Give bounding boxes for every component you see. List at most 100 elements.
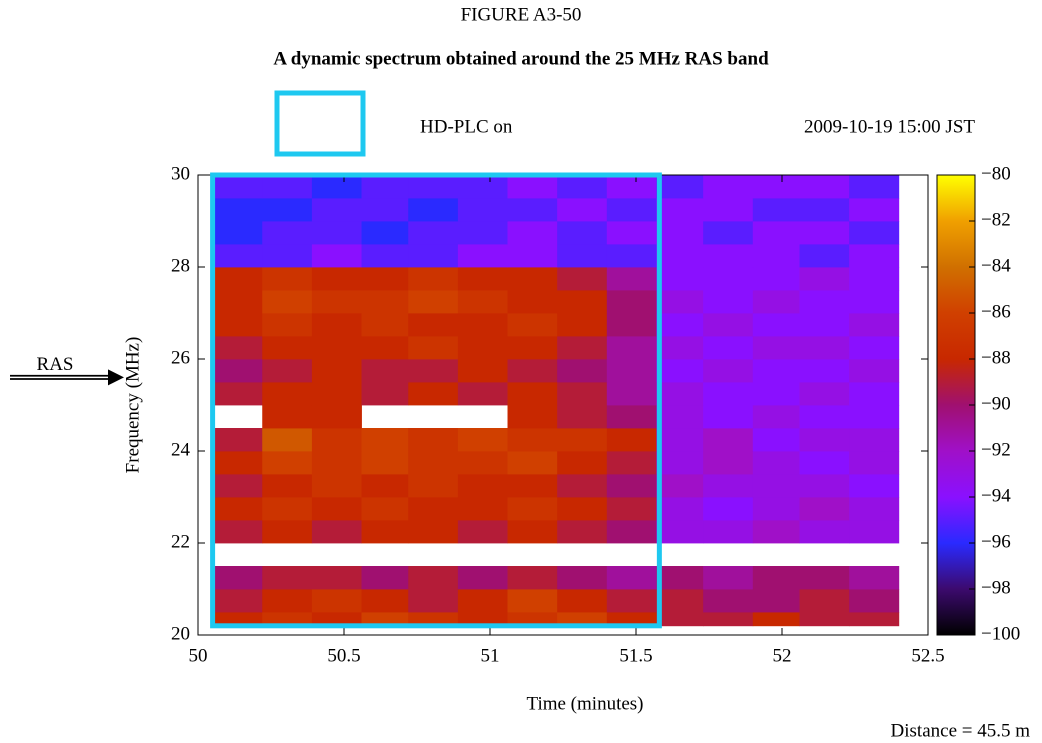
- heatmap-cell: [703, 313, 754, 337]
- heatmap-cell: [799, 382, 850, 406]
- heatmap-cell: [311, 290, 362, 314]
- heatmap-cell: [703, 290, 754, 314]
- heatmap-cell: [752, 566, 800, 590]
- figure-label: FIGURE A3-50: [461, 4, 582, 25]
- heatmap-cell: [507, 244, 558, 268]
- heatmap-cell: [557, 520, 608, 544]
- heatmap-cell: [849, 474, 900, 498]
- heatmap-cell: [656, 175, 704, 199]
- heatmap-cell: [212, 428, 263, 452]
- heatmap-cell: [849, 566, 900, 590]
- heatmap-cell: [507, 221, 558, 245]
- heatmap-cell: [799, 336, 850, 360]
- heatmap-cell: [606, 612, 657, 627]
- heatmap-cell: [457, 428, 508, 452]
- heatmap-cell: [507, 589, 558, 613]
- annotation-arrowhead: [108, 369, 124, 386]
- heatmap-cell: [557, 175, 608, 199]
- heatmap-cell: [752, 267, 800, 291]
- heatmap-cell: [311, 497, 362, 521]
- heatmap-cell: [849, 428, 900, 452]
- heatmap-cell: [457, 175, 508, 199]
- heatmap-cell: [361, 198, 409, 222]
- heatmap-cell: [606, 405, 657, 429]
- heatmap-cell: [262, 382, 313, 406]
- heatmap-cell: [361, 612, 409, 627]
- heatmap-cell: [799, 451, 850, 475]
- heatmap-cell: [361, 313, 409, 337]
- heatmap-cell: [752, 244, 800, 268]
- y-tick-label: 30: [171, 163, 190, 184]
- heatmap-cell: [849, 497, 900, 521]
- heatmap-cell: [656, 589, 704, 613]
- x-tick-label: 52: [773, 645, 792, 666]
- heatmap-cell: [507, 313, 558, 337]
- heatmap-cell: [361, 428, 409, 452]
- heatmap-cell: [212, 497, 263, 521]
- heatmap-cell: [311, 175, 362, 199]
- heatmap-cell: [361, 244, 409, 268]
- heatmap-cell: [262, 589, 313, 613]
- heatmap-cell: [557, 267, 608, 291]
- heatmap-cell: [752, 290, 800, 314]
- heatmap-cell: [656, 336, 704, 360]
- heatmap-cell: [212, 290, 263, 314]
- y-tick-label: 28: [171, 255, 190, 276]
- heatmap-cell: [507, 497, 558, 521]
- heatmap-cell: [361, 175, 409, 199]
- heatmap-cell: [606, 474, 657, 498]
- heatmap-cell: [262, 175, 313, 199]
- x-axis-label: Time (minutes): [527, 693, 644, 714]
- heatmap-cell: [311, 267, 362, 291]
- heatmap-cell: [262, 244, 313, 268]
- heatmap-cell: [703, 428, 754, 452]
- heatmap-cell: [311, 520, 362, 544]
- heatmap-cell: [799, 520, 850, 544]
- heatmap-cell: [703, 497, 754, 521]
- heatmap-cell: [262, 336, 313, 360]
- heatmap-cell: [557, 290, 608, 314]
- heatmap-cell: [507, 405, 558, 429]
- heatmap-cell: [507, 474, 558, 498]
- heatmap-cell: [703, 520, 754, 544]
- y-tick-label: 22: [171, 531, 190, 552]
- colorbar-tick-label: −88: [981, 347, 1011, 368]
- heatmap-cell: [212, 244, 263, 268]
- highlight-box: [210, 172, 662, 629]
- heatmap-cell: [606, 267, 657, 291]
- heatmap-cell: [703, 589, 754, 613]
- heatmap-cell: [557, 405, 608, 429]
- heatmap-cell: [262, 359, 313, 383]
- heatmap-cell: [606, 336, 657, 360]
- heatmap-cell: [408, 359, 459, 383]
- heatmap-cell: [703, 405, 754, 429]
- heatmap-cell: [361, 520, 409, 544]
- heatmap-cell: [703, 382, 754, 406]
- heatmap-cell: [799, 290, 850, 314]
- heatmap-cell: [606, 313, 657, 337]
- heatmap-cell: [799, 313, 850, 337]
- heatmap-cell: [507, 336, 558, 360]
- x-tick-label: 50.5: [327, 645, 360, 666]
- heatmap-cell: [457, 198, 508, 222]
- heatmap-cell: [507, 175, 558, 199]
- heatmap-cell: [849, 405, 900, 429]
- heatmap-cell: [849, 198, 900, 222]
- y-axis-label: Frequency (MHz): [122, 337, 143, 474]
- heatmap-cell: [606, 451, 657, 475]
- heatmap-cell: [311, 359, 362, 383]
- heatmap-cell: [311, 451, 362, 475]
- heatmap-cell: [457, 244, 508, 268]
- y-tick-label: 24: [171, 439, 191, 460]
- heatmap-cell: [212, 451, 263, 475]
- heatmap-cell: [361, 382, 409, 406]
- heatmap-cell: [262, 612, 313, 627]
- heatmap-cell: [656, 566, 704, 590]
- heatmap-cell: [262, 474, 313, 498]
- heatmap-cell: [311, 428, 362, 452]
- colorbar-tick-label: −86: [981, 301, 1011, 322]
- heatmap-cell: [262, 497, 313, 521]
- heatmap-cell: [557, 451, 608, 475]
- heatmap-cell: [752, 382, 800, 406]
